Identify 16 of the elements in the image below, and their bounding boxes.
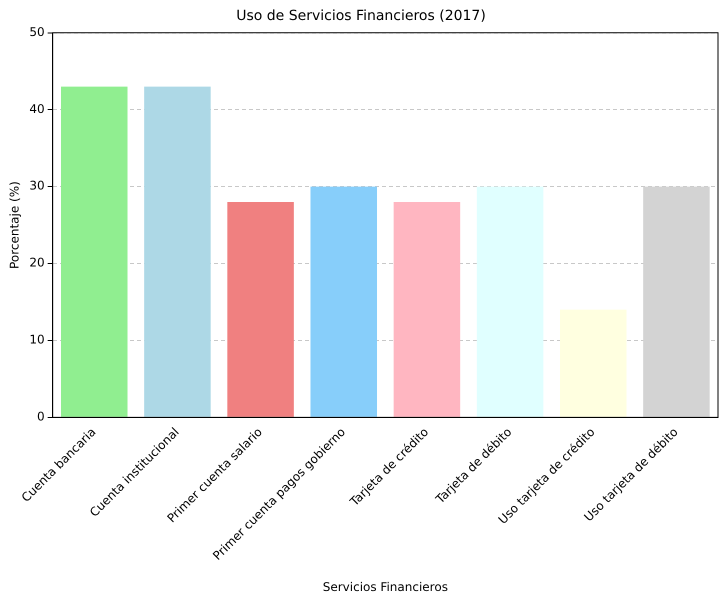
y-tick-label: 40	[29, 102, 45, 116]
bar	[310, 186, 378, 417]
bar	[476, 186, 544, 417]
y-axis-title: Porcentaje (%)	[7, 181, 22, 269]
y-tick-label: 10	[29, 332, 45, 347]
bar	[60, 86, 128, 417]
bar	[394, 202, 460, 417]
chart-title: Uso de Servicios Financieros (2017)	[236, 8, 486, 24]
x-axis-title: Servicios Financieros	[322, 580, 448, 594]
y-tick-label: 30	[29, 178, 45, 193]
bar	[560, 310, 627, 417]
bar	[227, 202, 294, 417]
y-tick-label: 50	[29, 24, 45, 39]
bar	[144, 86, 211, 417]
y-tick-label: 0	[37, 409, 45, 424]
y-tick-label: 20	[29, 256, 45, 270]
